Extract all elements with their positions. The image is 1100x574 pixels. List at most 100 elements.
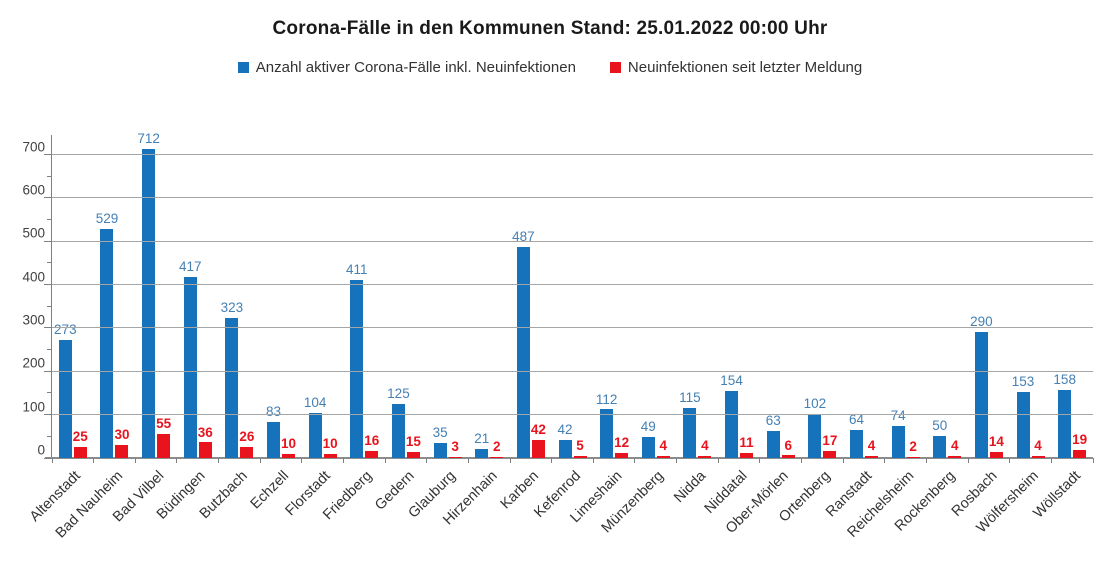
bar-pair: 83 10 xyxy=(266,404,296,458)
bar-group: 158 19 xyxy=(1051,135,1093,458)
bar-wrap: 26 xyxy=(239,429,254,458)
bar-active-cases xyxy=(391,403,405,458)
bar-value-label: 11 xyxy=(739,435,754,451)
y-axis-tick xyxy=(44,327,51,329)
legend-swatch-icon xyxy=(609,62,621,73)
bar-active-cases xyxy=(725,391,739,458)
bar-pair: 290 14 xyxy=(970,315,1004,458)
bar-wrap: 154 xyxy=(720,374,743,458)
legend: Anzahl aktiver Corona-Fälle inkl. Neuinf… xyxy=(0,59,1100,76)
y-tick-label: 700 xyxy=(22,139,45,155)
bar-active-cases xyxy=(308,412,322,458)
bar-wrap: 74 xyxy=(891,408,906,458)
bar-value-label: 3 xyxy=(451,438,459,454)
bar-wrap: 10 xyxy=(281,436,296,458)
x-axis-tick xyxy=(967,458,969,463)
bar-new-infections xyxy=(115,445,129,458)
bar-wrap: 83 xyxy=(266,404,281,458)
x-axis-tick xyxy=(759,458,761,463)
bar-value-label: 2 xyxy=(909,439,917,455)
bar-new-infections xyxy=(406,451,420,458)
bar-new-infections xyxy=(157,434,171,458)
bar-group: 35 3 xyxy=(427,135,469,458)
x-axis-tick xyxy=(842,458,844,463)
bar-new-infections xyxy=(448,456,462,458)
x-axis-tick xyxy=(1009,458,1011,463)
x-category-label-text: Nidda xyxy=(670,468,709,507)
bar-value-label: 417 xyxy=(178,259,202,275)
x-axis-tick xyxy=(509,458,511,463)
bar-pair: 49 4 xyxy=(641,419,670,458)
x-axis-tick xyxy=(467,458,469,463)
bar-wrap: 4 xyxy=(864,439,878,458)
bar-active-cases xyxy=(475,448,489,458)
legend-item: Neuinfektionen seit letzter Meldung xyxy=(609,59,863,76)
bar-wrap: 4 xyxy=(948,439,962,458)
bar-wrap: 10 xyxy=(323,436,338,458)
bar-value-label: 712 xyxy=(137,131,160,147)
bar-group: 487 42 xyxy=(510,135,552,458)
bar-pair: 529 30 xyxy=(96,211,129,458)
bar-new-infections xyxy=(823,450,837,458)
bar-group: 104 10 xyxy=(302,135,344,458)
y-axis-line xyxy=(51,135,52,458)
bar-new-infections xyxy=(1073,449,1087,458)
bar-pair: 158 19 xyxy=(1053,372,1087,458)
bar-value-label: 112 xyxy=(595,391,618,407)
bar-new-infections xyxy=(781,455,795,458)
bar-value-label: 55 xyxy=(156,416,172,432)
bar-new-infections xyxy=(615,452,629,458)
bar-wrap: 12 xyxy=(614,435,629,458)
bar-value-label: 42 xyxy=(530,421,546,437)
bar-group: 102 17 xyxy=(802,135,844,458)
bar-pair: 104 10 xyxy=(304,395,338,458)
bar-active-cases xyxy=(891,425,905,458)
x-axis-tick xyxy=(676,458,678,463)
x-axis-tick xyxy=(93,458,95,463)
bar-value-label: 17 xyxy=(822,432,838,448)
bar-wrap: 323 xyxy=(221,300,243,458)
bar-group: 712 55 xyxy=(135,132,177,458)
bar-value-label: 411 xyxy=(346,261,368,277)
bar-active-cases xyxy=(142,149,156,458)
bar-pair: 273 25 xyxy=(54,322,88,458)
bar-pair: 21 2 xyxy=(474,431,504,458)
y-axis-tick xyxy=(44,414,51,416)
bar-active-cases xyxy=(350,279,364,458)
bar-active-cases xyxy=(1058,389,1072,458)
bar-wrap: 273 xyxy=(54,322,77,458)
bar-new-infections xyxy=(198,442,212,458)
bar-new-infections xyxy=(656,456,670,458)
bar-value-label: 50 xyxy=(932,418,948,434)
bar-pair: 712 55 xyxy=(137,132,172,458)
bar-pair: 63 6 xyxy=(766,413,795,458)
legend-label: Neuinfektionen seit letzter Meldung xyxy=(627,59,863,76)
bar-active-cases xyxy=(558,439,572,458)
bar-new-infections xyxy=(948,456,962,458)
y-axis-minor-tick xyxy=(47,175,51,177)
y-tick-label: 400 xyxy=(22,269,45,285)
x-axis-tick xyxy=(134,458,136,463)
bar-wrap: 64 xyxy=(849,413,864,458)
bar-new-infections xyxy=(490,457,504,458)
bar-active-cases xyxy=(849,430,863,458)
bar-wrap: 36 xyxy=(198,425,213,458)
bar-new-infections xyxy=(531,439,545,458)
bar-value-label: 26 xyxy=(239,428,255,444)
bar-value-label: 158 xyxy=(1053,371,1076,387)
x-axis-tick xyxy=(259,458,261,463)
y-gridline xyxy=(52,414,1093,416)
bar-wrap: 11 xyxy=(739,436,754,458)
bar-value-label: 19 xyxy=(1072,431,1088,447)
bar-wrap: 115 xyxy=(679,390,701,458)
bar-group: 417 36 xyxy=(177,135,219,458)
bar-group: 112 12 xyxy=(593,135,635,458)
bar-wrap: 19 xyxy=(1072,432,1087,458)
y-tick-label: 200 xyxy=(22,355,45,371)
bar-wrap: 25 xyxy=(73,429,88,458)
bar-group: 64 4 xyxy=(843,135,885,458)
bar-pair: 487 42 xyxy=(512,229,546,458)
bar-wrap: 15 xyxy=(406,434,421,458)
bar-new-infections xyxy=(698,456,712,458)
x-axis-tick xyxy=(426,458,428,463)
